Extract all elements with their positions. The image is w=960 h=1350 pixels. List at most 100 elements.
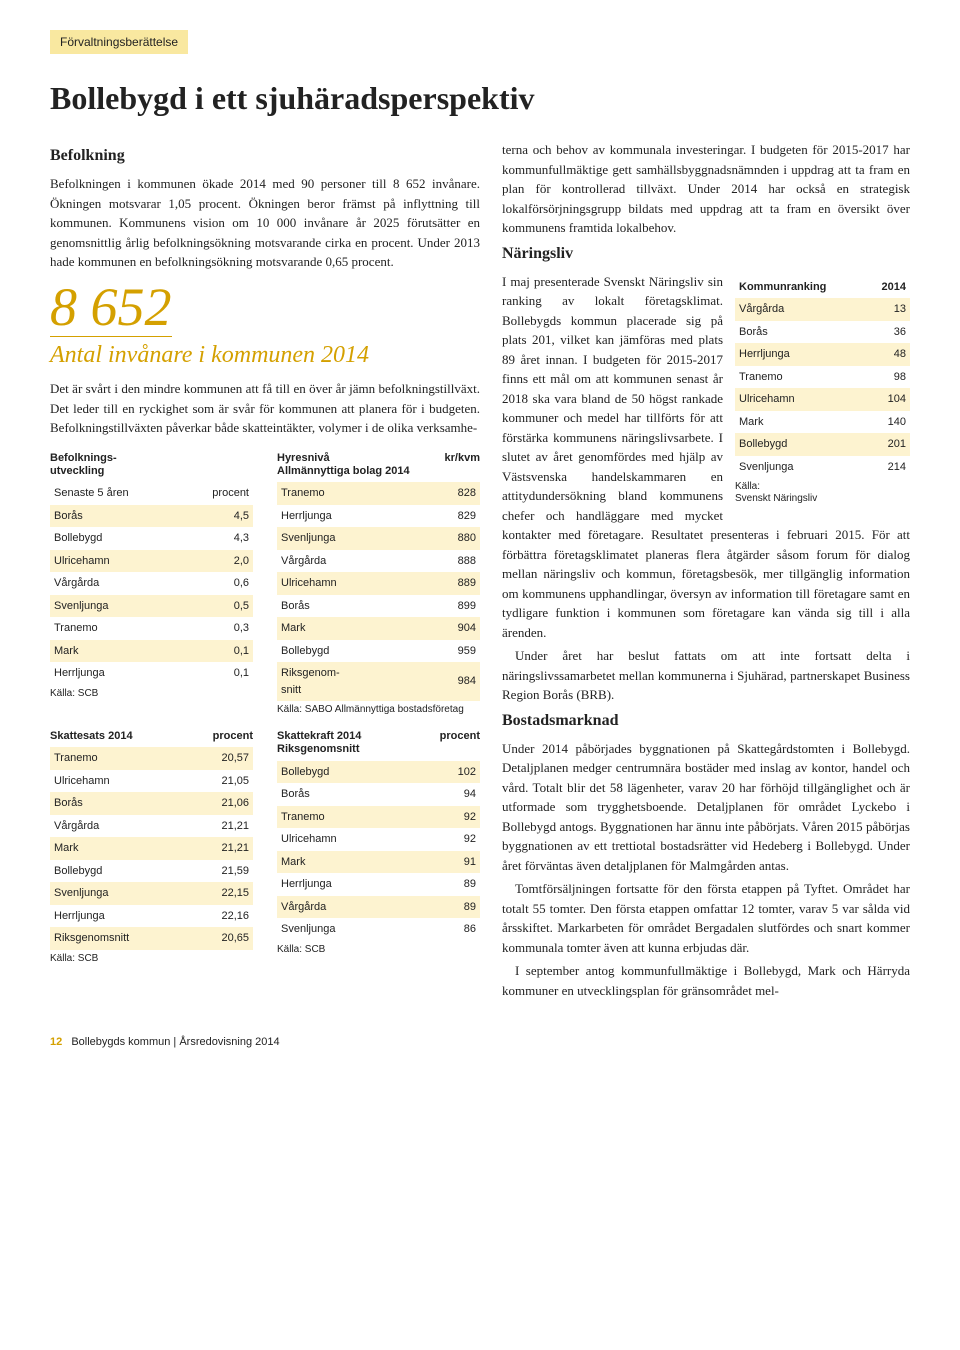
stat-block: 8 652 Antal invånare i kommunen 2014 [50, 280, 480, 370]
cell-value: 828 [422, 482, 480, 505]
table-row: Borås4,5 [50, 505, 253, 528]
page-title: Bollebygd i ett sjuhäradsperspektiv [50, 74, 910, 122]
table-row: Herrljunga48 [735, 343, 910, 366]
cell-value: 102 [421, 761, 480, 784]
table-title: Skattekraft 2014 Riksgenomsnitt [277, 730, 361, 756]
table-row: Riksgenomsnitt20,65 [50, 927, 253, 950]
col-header: kr/kvm [445, 452, 480, 478]
cell-label: Herrljunga [50, 905, 192, 928]
cell-value: 0,1 [182, 662, 253, 685]
table-ranking: Kommunranking2014 Vårgårda13Borås36Herrl… [735, 276, 910, 506]
cell-value: 201 [866, 433, 910, 456]
col-header: procent [182, 482, 253, 505]
cell-label: Ulricehamn [735, 388, 866, 411]
table-row: Ulricehamn2,0 [50, 550, 253, 573]
page-number: 12 [50, 1036, 62, 1048]
cell-value: 98 [866, 366, 910, 389]
paragraph: Under året har beslut fattats om att int… [502, 646, 910, 705]
cell-value: 94 [421, 783, 480, 806]
table-row: Herrljunga0,1 [50, 662, 253, 685]
table-source: Källa: Svenskt Näringsliv [735, 481, 910, 505]
table-row: Tranemo92 [277, 806, 480, 829]
table-title: Hyresnivå Allmännyttiga bolag 2014 [277, 452, 410, 478]
table-row: Riksgenom- snitt984 [277, 662, 480, 701]
table-row: Svenljunga880 [277, 527, 480, 550]
cell-value: 880 [422, 527, 480, 550]
cell-label: Bollebygd [735, 433, 866, 456]
cell-label: Ulricehamn [277, 828, 421, 851]
heading-bostad: Bostadsmarknad [502, 709, 910, 733]
cell-value: 92 [421, 828, 480, 851]
cell-value: 20,65 [192, 927, 253, 950]
section-tab: Förvaltningsberättelse [50, 30, 188, 54]
cell-label: Bollebygd [277, 640, 422, 663]
cell-value: 904 [422, 617, 480, 640]
cell-label: Ulricehamn [277, 572, 422, 595]
cell-value: 140 [866, 411, 910, 434]
cell-label: Borås [277, 783, 421, 806]
col-header: Kommunranking [735, 276, 866, 299]
cell-label: Tranemo [277, 806, 421, 829]
cell-label: Svenljunga [735, 456, 866, 479]
col-header: 2014 [866, 276, 910, 299]
table-row: Borås899 [277, 595, 480, 618]
table-row: Mark91 [277, 851, 480, 874]
table-row: Mark21,21 [50, 837, 253, 860]
table-hyra: Hyresnivå Allmännyttiga bolag 2014 kr/kv… [277, 452, 480, 716]
tables-row: Befolknings- utveckling Senaste 5 årenpr… [50, 452, 480, 716]
cell-value: 0,6 [182, 572, 253, 595]
table-row: Bollebygd201 [735, 433, 910, 456]
table-row: Herrljunga829 [277, 505, 480, 528]
cell-value: 92 [421, 806, 480, 829]
table-row: Bollebygd21,59 [50, 860, 253, 883]
cell-value: 899 [422, 595, 480, 618]
cell-value: 20,57 [192, 747, 253, 770]
page-footer: 12 Bollebygds kommun | Årsredovisning 20… [50, 1034, 910, 1051]
cell-value: 0,3 [182, 617, 253, 640]
cell-value: 0,1 [182, 640, 253, 663]
table-row: Ulricehamn92 [277, 828, 480, 851]
table-row: Tranemo0,3 [50, 617, 253, 640]
table-row: Svenljunga22,15 [50, 882, 253, 905]
cell-value: 21,59 [192, 860, 253, 883]
table-source: Källa: SCB [277, 944, 480, 956]
left-column: Befolkning Befolkningen i kommunen ökade… [50, 140, 480, 1004]
table-row: Svenljunga86 [277, 918, 480, 941]
table-row: Mark904 [277, 617, 480, 640]
cell-value: 889 [422, 572, 480, 595]
table-source: Källa: SCB [50, 953, 253, 965]
table-row: Bollebygd959 [277, 640, 480, 663]
stat-caption: Antal invånare i kommunen 2014 [50, 341, 480, 370]
footer-text: Bollebygds kommun | Årsredovisning 2014 [71, 1036, 279, 1048]
cell-label: Borås [277, 595, 422, 618]
table-row: Svenljunga214 [735, 456, 910, 479]
table-title: Skattesats 2014 [50, 730, 133, 743]
table-row: Tranemo20,57 [50, 747, 253, 770]
table-source: Källa: SABO Allmännyttiga bostadsföretag [277, 704, 480, 716]
cell-label: Riksgenomsnitt [50, 927, 192, 950]
cell-value: 22,16 [192, 905, 253, 928]
cell-label: Svenljunga [277, 918, 421, 941]
cell-value: 0,5 [182, 595, 253, 618]
cell-value: 4,5 [182, 505, 253, 528]
table-row: Mark0,1 [50, 640, 253, 663]
table-skattekraft: Skattekraft 2014 Riksgenomsnitt procent … [277, 730, 480, 965]
cell-label: Mark [277, 851, 421, 874]
table-row: Ulricehamn104 [735, 388, 910, 411]
cell-value: 214 [866, 456, 910, 479]
cell-label: Vårgårda [50, 815, 192, 838]
col-header: procent [440, 730, 480, 756]
table-row: Tranemo828 [277, 482, 480, 505]
cell-value: 21,06 [192, 792, 253, 815]
table-row: Borås36 [735, 321, 910, 344]
cell-label: Herrljunga [735, 343, 866, 366]
cell-label: Mark [50, 837, 192, 860]
paragraph: I september antog kommunfullmäktige i Bo… [502, 961, 910, 1000]
cell-value: 89 [421, 896, 480, 919]
cell-label: Mark [735, 411, 866, 434]
cell-value: 21,21 [192, 837, 253, 860]
cell-label: Tranemo [277, 482, 422, 505]
table-row: Vårgårda21,21 [50, 815, 253, 838]
cell-value: 984 [422, 662, 480, 701]
paragraph: Tomtförsäljningen fortsatte för den förs… [502, 879, 910, 957]
